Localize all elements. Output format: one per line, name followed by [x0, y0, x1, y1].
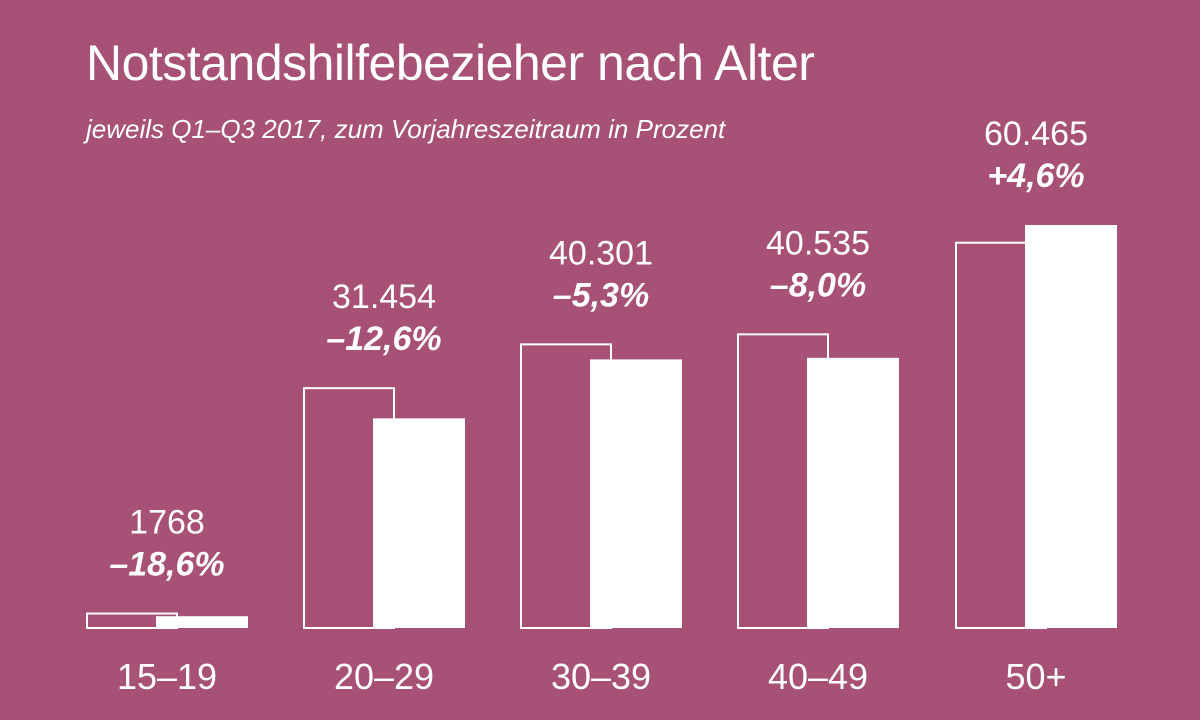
change-label-1: –12,6%	[326, 320, 441, 358]
change-label-3: –8,0%	[770, 266, 866, 304]
bar-current-4	[1025, 225, 1117, 628]
bar-current-1	[373, 418, 465, 628]
category-label-2: 30–39	[551, 656, 651, 697]
change-label-4: +4,6%	[987, 157, 1084, 195]
change-label-0: –18,6%	[109, 546, 224, 584]
bar-current-0	[156, 616, 248, 628]
change-label-2: –5,3%	[553, 276, 649, 314]
category-label-1: 20–29	[334, 656, 434, 697]
chart-title: Notstandshilfebezieher nach Alter	[86, 35, 815, 91]
bar-current-3	[807, 357, 899, 628]
bar-current-2	[590, 359, 682, 628]
chart-subtitle: jeweils Q1–Q3 2017, zum Vorjahreszeitrau…	[86, 114, 726, 144]
value-label-1: 31.454	[332, 278, 436, 316]
category-label-0: 15–19	[117, 656, 217, 697]
value-label-2: 40.301	[549, 234, 653, 272]
category-label-3: 40–49	[768, 656, 868, 697]
value-label-0: 1768	[129, 504, 205, 542]
value-label-3: 40.535	[766, 224, 870, 262]
category-label-4: 50+	[1005, 656, 1066, 697]
value-label-4: 60.465	[984, 115, 1088, 153]
